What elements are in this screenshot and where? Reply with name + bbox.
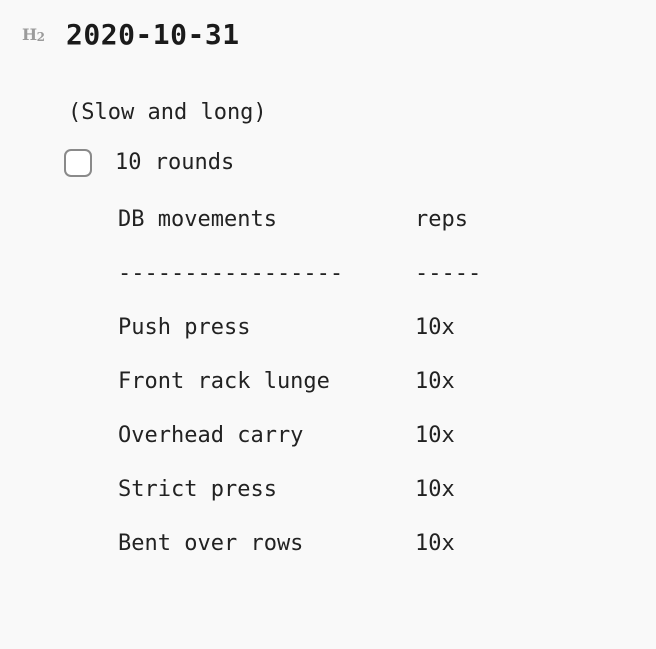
table-cell-reps[interactable]: 10x (415, 477, 455, 502)
table-row: Bent over rows 10x (118, 529, 455, 583)
table-cell-movement[interactable]: Push press (118, 315, 251, 340)
table-header-row: DB movements reps (118, 205, 468, 259)
movement-table: DB movements reps ----------------- ----… (118, 205, 481, 583)
page-title[interactable]: 2020-10-31 (66, 17, 240, 51)
table-cell-movement[interactable]: Overhead carry (118, 423, 304, 448)
table-separator-row: ----------------- ----- (118, 259, 481, 313)
task-label[interactable]: 10 rounds (115, 150, 235, 175)
table-row: Push press 10x (118, 313, 455, 367)
table-cell-movement[interactable]: Front rack lunge (118, 369, 330, 394)
table-separator-cell[interactable]: ----- (415, 261, 482, 286)
table-cell-reps[interactable]: 10x (415, 423, 455, 448)
table-header-cell[interactable]: DB movements (118, 207, 277, 232)
table-cell-movement[interactable]: Bent over rows (118, 531, 304, 556)
table-separator-cell[interactable]: ----------------- (118, 261, 344, 286)
heading-level-marker: H2 (22, 25, 66, 44)
note-text[interactable]: (Slow and long) (68, 100, 267, 125)
table-row: Front rack lunge 10x (118, 367, 455, 421)
table-cell-movement[interactable]: Strict press (118, 477, 277, 502)
table-cell-reps[interactable]: 10x (415, 531, 455, 556)
task-checkbox[interactable] (64, 149, 92, 177)
table-header-cell[interactable]: reps (415, 207, 468, 232)
table-cell-reps[interactable]: 10x (415, 369, 455, 394)
table-cell-reps[interactable]: 10x (415, 315, 455, 340)
task-item: 10 rounds (64, 148, 234, 178)
heading-marker-letter: H (22, 24, 37, 44)
heading-h2: H2 2020-10-31 (22, 14, 240, 54)
table-row: Strict press 10x (118, 475, 455, 529)
table-row: Overhead carry 10x (118, 421, 455, 475)
heading-marker-level: 2 (36, 29, 45, 44)
